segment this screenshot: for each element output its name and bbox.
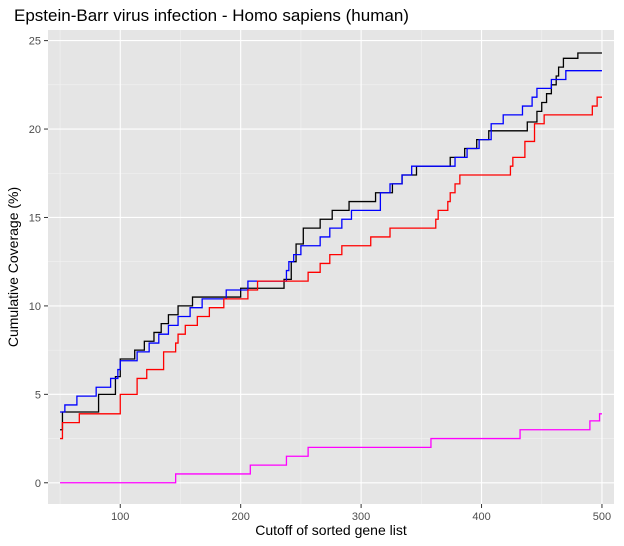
- series-line-1: [60, 52, 602, 431]
- y-tick-label: 20: [29, 124, 41, 136]
- chart-title: Epstein-Barr virus infection - Homo sapi…: [14, 6, 409, 25]
- x-tick-label: 400: [472, 511, 490, 523]
- y-tick-label: 10: [29, 301, 41, 313]
- series-line-3: [60, 96, 602, 440]
- series-line-2: [60, 70, 602, 413]
- x-tick-label: 500: [593, 511, 611, 523]
- x-axis-label: Cutoff of sorted gene list: [255, 522, 407, 538]
- series-line-4: [60, 413, 602, 484]
- y-tick-label: 0: [35, 478, 41, 490]
- x-tick-label: 100: [111, 511, 129, 523]
- series-layer: [60, 52, 602, 484]
- y-axis-label: Cumulative Coverage (%): [5, 187, 21, 347]
- x-tick-label: 300: [352, 511, 370, 523]
- x-tick-label: 200: [232, 511, 250, 523]
- major-gridlines: [48, 30, 614, 504]
- plot-panel: [48, 30, 614, 504]
- y-tick-label: 15: [29, 212, 41, 224]
- y-tick-label: 5: [35, 389, 41, 401]
- tick-labels: 100 200 300 400 500 0 5 10 15 20 25: [29, 36, 611, 523]
- axis-ticks: [44, 40, 603, 508]
- y-tick-label: 25: [29, 36, 41, 48]
